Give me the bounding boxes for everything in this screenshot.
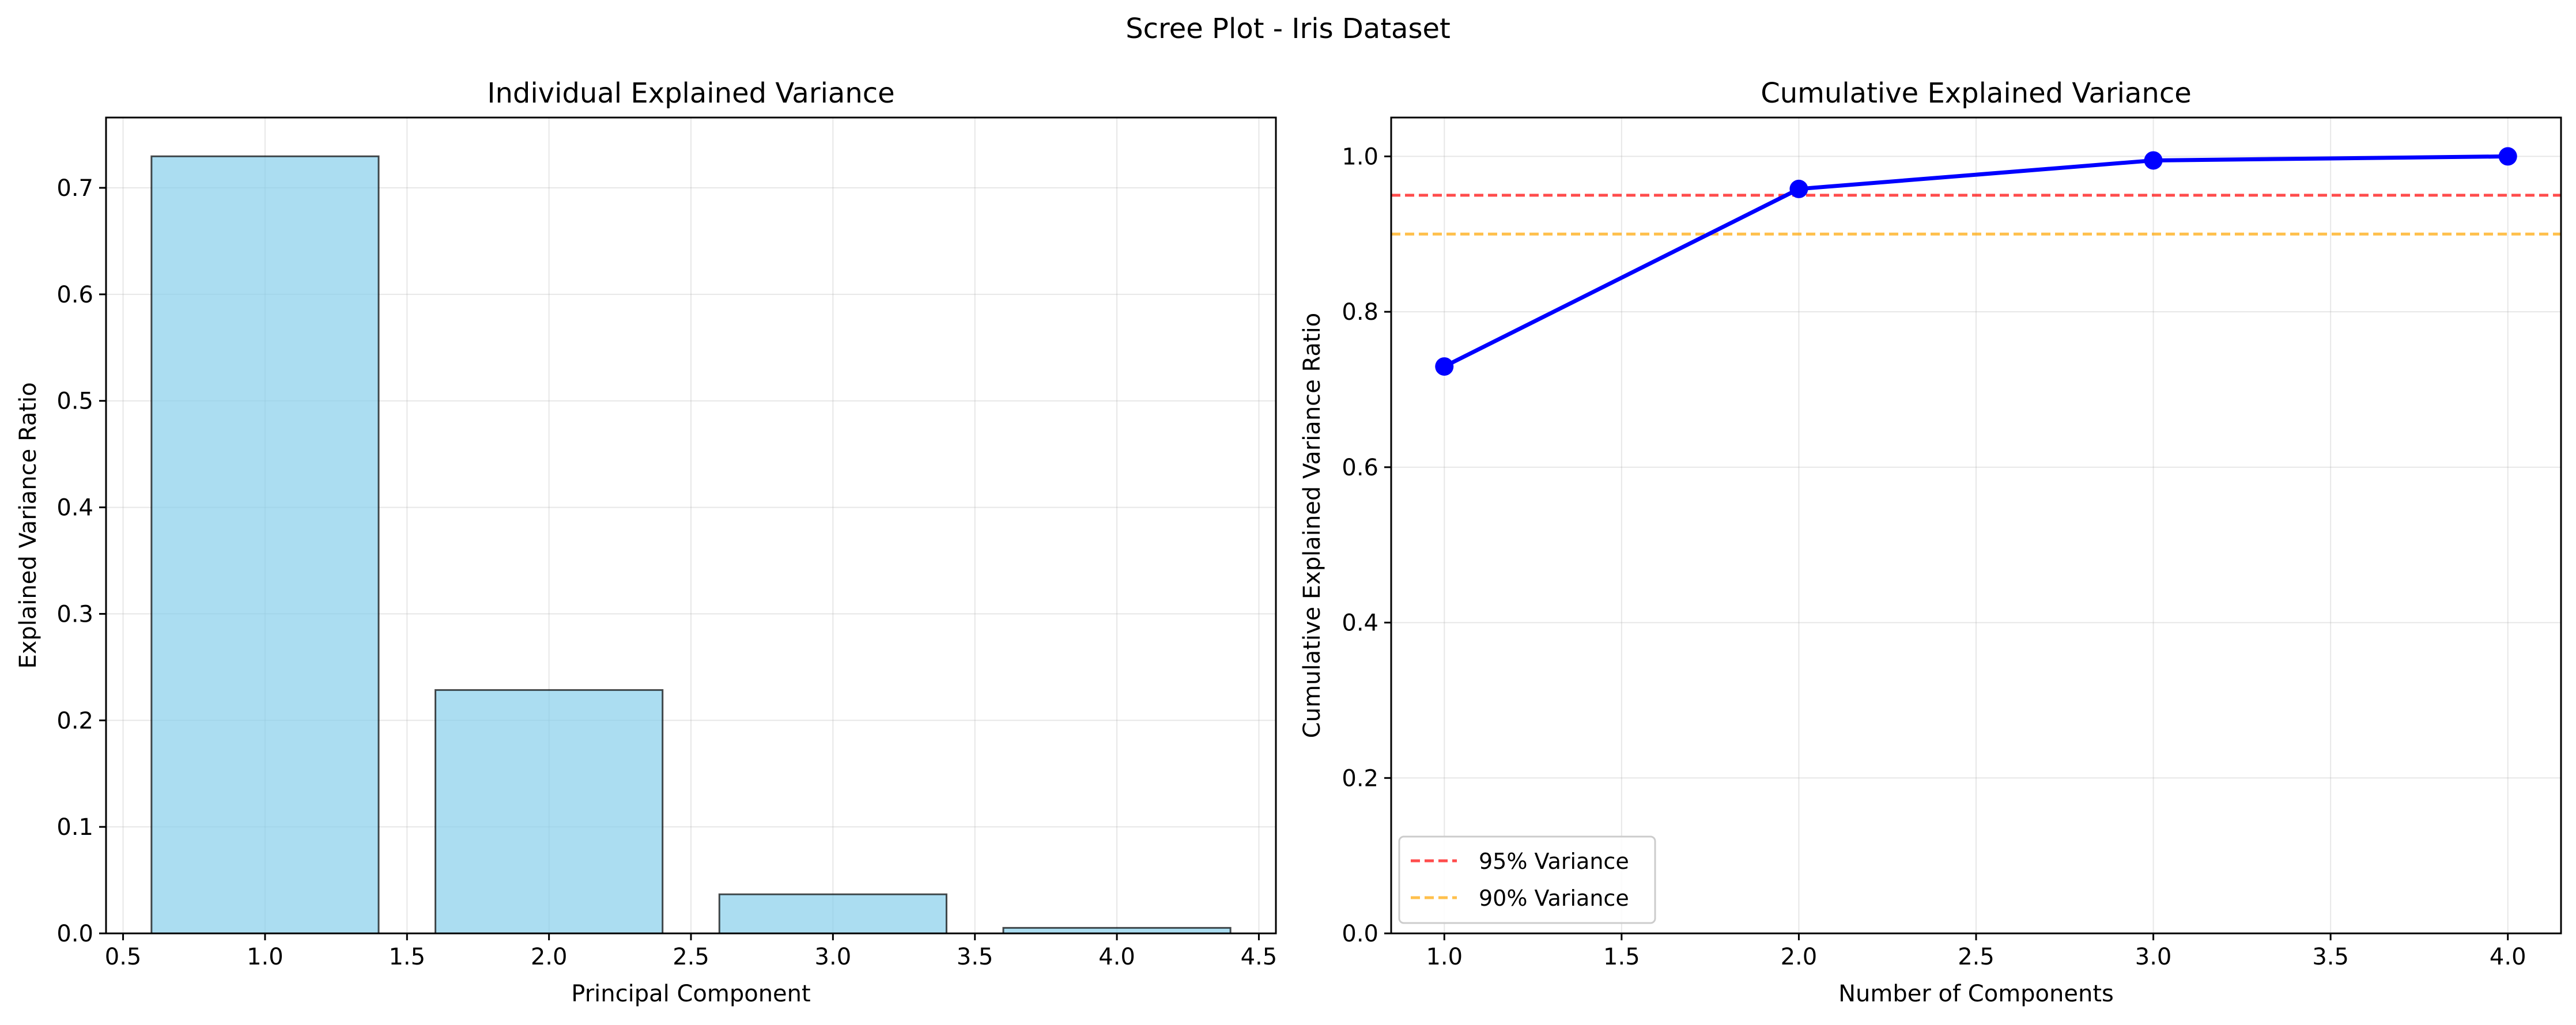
right-grid [1391, 118, 2561, 934]
right-y-tick-label: 0.4 [1342, 610, 1378, 637]
right-x-tick-label: 2.0 [1781, 944, 1818, 970]
left-x-tick-label: 3.5 [957, 944, 994, 970]
left-x-tick-label: 0.5 [105, 944, 142, 970]
left-x-tick-label: 2.5 [673, 944, 709, 970]
right-threshold-lines [1391, 194, 2561, 236]
right-y-ticks: 0.0 0.2 0.4 0.6 0.8 1.0 [1342, 143, 1391, 947]
left-y-tick-label: 0.5 [56, 388, 93, 415]
bar-pc-1 [150, 155, 380, 935]
right-y-tick-label: 0.8 [1342, 299, 1378, 326]
right-legend: 95% Variance 90% Variance [1398, 835, 1656, 924]
right-x-tick-label: 2.5 [1958, 944, 1995, 970]
right-y-tick-label: 1.0 [1342, 143, 1378, 170]
left-x-ticks: 0.5 1.0 1.5 2.0 2.5 3.0 3.5 4.0 4.5 [105, 933, 1277, 970]
right-x-axis-label: Number of Components [1838, 981, 2114, 1007]
right-x-tick-label: 1.5 [1603, 944, 1640, 970]
left-y-tick-label: 0.2 [56, 708, 93, 734]
individual-variance-chart: 0.5 1.0 1.5 2.0 2.5 3.0 3.5 4.0 4.5 0.0 0.1 0.2 0.3… [15, 77, 1277, 1007]
right-x-tick-label: 1.0 [1426, 944, 1463, 970]
left-y-tick-label: 0.0 [56, 921, 93, 947]
cumulative-point-2 [1789, 179, 1808, 198]
left-bars [150, 155, 1232, 935]
left-y-tick-label: 0.1 [56, 814, 93, 841]
cumulative-variance-chart: 1.0 1.5 2.0 2.5 3.0 3.5 4.0 0.0 0.2 0.4 0.6 0.8 1.0… [1299, 77, 2562, 1007]
bar-pc-2 [435, 689, 664, 935]
left-chart-title: Individual Explained Variance [487, 77, 894, 109]
right-x-tick-label: 3.0 [2135, 944, 2172, 970]
left-x-tick-label: 1.5 [388, 944, 425, 970]
right-x-tick-label: 3.5 [2312, 944, 2349, 970]
cumulative-variance-line [1443, 154, 2508, 369]
cumulative-point-3 [2144, 151, 2163, 170]
left-y-tick-label: 0.3 [56, 601, 93, 627]
right-chart-title: Cumulative Explained Variance [1761, 77, 2192, 109]
bar-pc-3 [718, 893, 947, 935]
right-y-tick-label: 0.0 [1342, 921, 1378, 947]
left-y-tick-label: 0.7 [56, 175, 93, 202]
right-x-tick-label: 4.0 [2490, 944, 2526, 970]
left-x-tick-label: 1.0 [247, 944, 284, 970]
legend-label-90-variance: 90% Variance [1479, 886, 1629, 911]
left-x-tick-label: 4.5 [1241, 944, 1278, 970]
left-x-tick-label: 4.0 [1098, 944, 1135, 970]
left-y-tick-label: 0.4 [56, 495, 93, 521]
right-y-tick-label: 0.2 [1342, 765, 1378, 792]
left-y-tick-label: 0.6 [56, 282, 93, 308]
left-x-axis-label: Principal Component [571, 981, 810, 1007]
legend-frame [1398, 835, 1656, 924]
left-y-ticks: 0.0 0.1 0.2 0.3 0.4 0.5 0.6 0.7 [56, 175, 106, 947]
figure-suptitle: Scree Plot - Iris Dataset [1125, 13, 1451, 45]
left-x-tick-label: 3.0 [815, 944, 852, 970]
left-y-axis-label: Explained Variance Ratio [15, 382, 41, 668]
right-y-axis-label: Cumulative Explained Variance Ratio [1299, 313, 1325, 738]
left-x-tick-label: 2.0 [531, 944, 568, 970]
right-x-ticks: 1.0 1.5 2.0 2.5 3.0 3.5 4.0 [1426, 933, 2526, 970]
right-y-tick-label: 0.6 [1342, 455, 1378, 481]
cumulative-point-1 [1435, 357, 1454, 376]
cumulative-point-4 [2498, 147, 2517, 166]
right-series [1435, 147, 2517, 376]
legend-label-95-variance: 95% Variance [1479, 849, 1629, 874]
